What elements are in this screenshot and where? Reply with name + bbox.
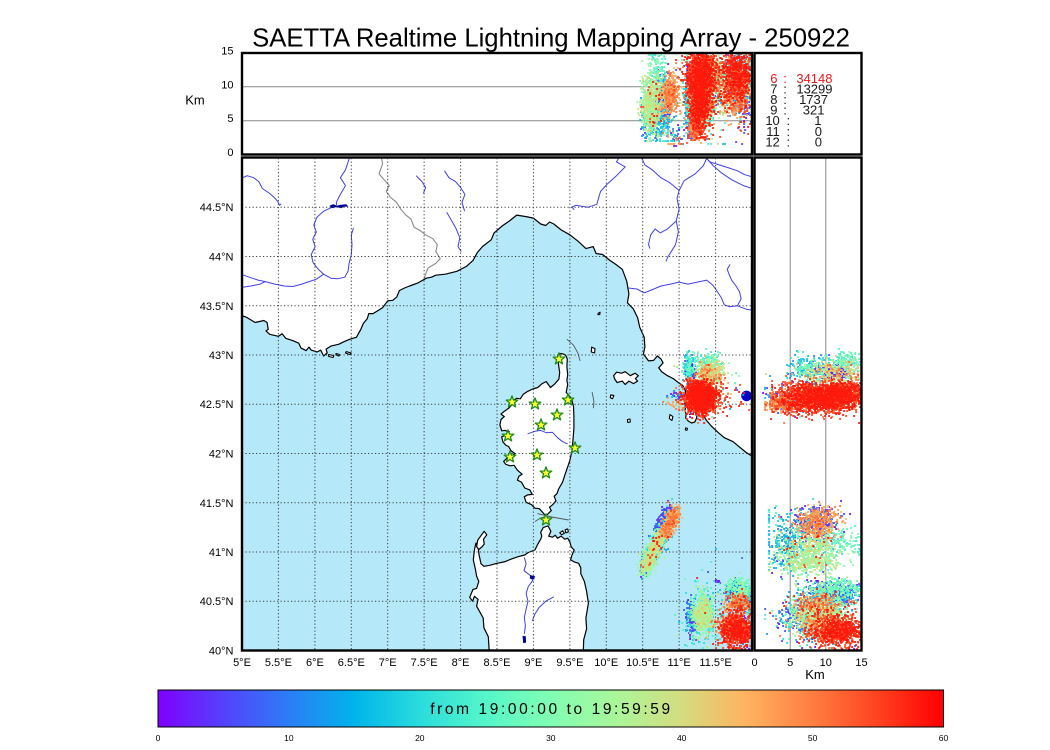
svg-text:11°E: 11°E	[668, 657, 691, 669]
svg-text:5.5°E: 5.5°E	[265, 657, 292, 669]
svg-text:43°N: 43°N	[209, 350, 234, 362]
svg-text::: :	[787, 113, 791, 128]
svg-text::: :	[787, 134, 791, 149]
svg-text:9°E: 9°E	[524, 657, 542, 669]
svg-text:1: 1	[814, 113, 821, 128]
svg-text:12: 12	[765, 134, 779, 149]
svg-text:SAETTA Realtime Lightning Mapp: SAETTA Realtime Lightning Mapping Array …	[252, 25, 850, 53]
svg-text:10: 10	[765, 113, 779, 128]
svg-text:6°E: 6°E	[306, 657, 324, 669]
svg-text:40.5°N: 40.5°N	[200, 596, 234, 608]
svg-text:41.5°N: 41.5°N	[200, 498, 234, 510]
svg-text:11: 11	[766, 124, 780, 139]
svg-text:8: 8	[770, 92, 777, 107]
svg-text:Km: Km	[185, 93, 205, 108]
svg-text:41°N: 41°N	[209, 547, 234, 559]
svg-text:7°E: 7°E	[379, 657, 397, 669]
svg-text::: :	[783, 82, 787, 97]
svg-text:11.5°E: 11.5°E	[699, 657, 731, 669]
svg-text:1737: 1737	[799, 92, 828, 107]
svg-text:0: 0	[227, 147, 233, 159]
svg-text:44.5°N: 44.5°N	[200, 202, 234, 214]
svg-text:43.5°N: 43.5°N	[200, 301, 234, 313]
svg-text:10.5°E: 10.5°E	[626, 657, 659, 669]
svg-text:10: 10	[820, 657, 832, 669]
svg-text:6: 6	[770, 71, 777, 86]
svg-text:8°E: 8°E	[452, 657, 470, 669]
svg-text:9.5°E: 9.5°E	[556, 657, 583, 669]
svg-text::: :	[783, 103, 787, 118]
svg-text:6.5°E: 6.5°E	[338, 657, 365, 669]
svg-text:7.5°E: 7.5°E	[411, 657, 438, 669]
svg-text:5°E: 5°E	[233, 657, 251, 669]
svg-text:40: 40	[677, 733, 687, 743]
svg-text:50: 50	[808, 733, 818, 743]
svg-text:0: 0	[815, 124, 822, 139]
svg-text:0: 0	[815, 134, 822, 149]
svg-text:44°N: 44°N	[209, 252, 234, 264]
svg-text:13299: 13299	[796, 82, 832, 97]
svg-text:321: 321	[803, 103, 825, 118]
svg-text:34148: 34148	[796, 71, 832, 86]
svg-text:10°E: 10°E	[594, 657, 618, 669]
svg-text:0: 0	[156, 733, 161, 743]
svg-text:60: 60	[939, 733, 949, 743]
svg-text:10: 10	[221, 79, 233, 91]
svg-text:from 19:00:00 to 19:59:59: from 19:00:00 to 19:59:59	[430, 701, 673, 718]
svg-text:Km: Km	[805, 667, 825, 682]
svg-text:10: 10	[284, 733, 294, 743]
svg-text::: :	[787, 124, 791, 139]
svg-text::: :	[783, 71, 787, 86]
svg-text:20: 20	[415, 733, 425, 743]
svg-text:15: 15	[855, 657, 867, 669]
svg-text:40°N: 40°N	[209, 646, 234, 658]
svg-text:7: 7	[770, 82, 777, 97]
svg-text:5: 5	[227, 113, 233, 125]
svg-text:15: 15	[221, 46, 233, 58]
svg-text:9: 9	[770, 103, 777, 118]
svg-text:5: 5	[787, 657, 793, 669]
svg-text:42°N: 42°N	[209, 449, 234, 461]
svg-text:30: 30	[546, 733, 556, 743]
svg-text:0: 0	[751, 657, 757, 669]
svg-text:42.5°N: 42.5°N	[200, 399, 234, 411]
svg-text:8.5°E: 8.5°E	[483, 657, 510, 669]
svg-text::: :	[783, 92, 787, 107]
